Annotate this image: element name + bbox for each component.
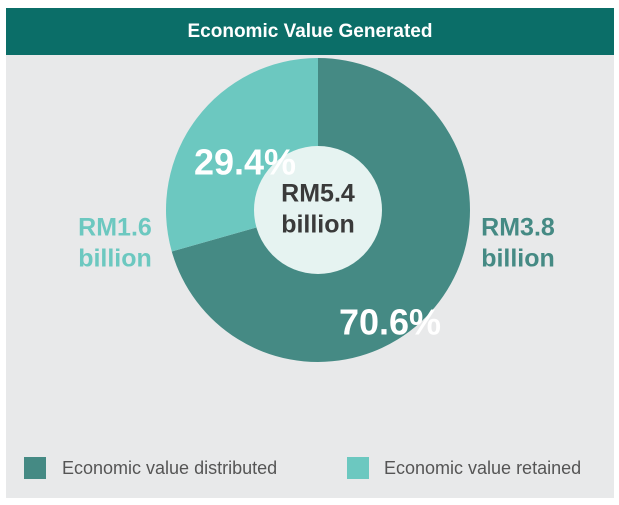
legend-label: Economic value retained [384, 458, 581, 478]
legend-swatch [347, 457, 369, 479]
center-label: RM5.4 [281, 180, 355, 208]
legend-label: Economic value distributed [62, 458, 277, 478]
title-bar [6, 8, 614, 55]
legend-swatch [24, 457, 46, 479]
value-label: 70.6% [339, 302, 441, 343]
value-label: 29.4% [194, 142, 296, 183]
donut-hole [254, 146, 382, 274]
chart-title: Economic Value Generated [188, 21, 433, 42]
amount-label: RM3.8 [481, 214, 555, 242]
amount-label: RM1.6 [78, 214, 152, 242]
amount-label: billion [481, 245, 555, 273]
center-label: billion [281, 211, 355, 239]
amount-label: billion [78, 245, 152, 273]
